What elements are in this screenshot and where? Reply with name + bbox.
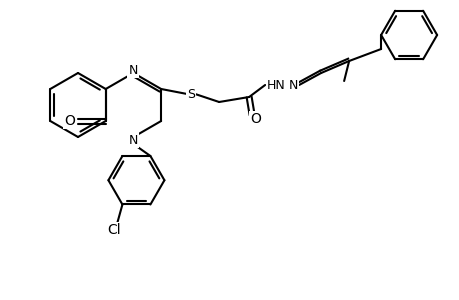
Text: HN: HN [267,79,285,92]
Text: O: O [64,114,75,128]
Text: N: N [129,64,138,76]
Text: N: N [129,134,138,146]
Text: S: S [187,88,195,100]
Text: O: O [250,112,261,126]
Text: Cl: Cl [107,224,121,238]
Text: N: N [288,79,297,92]
